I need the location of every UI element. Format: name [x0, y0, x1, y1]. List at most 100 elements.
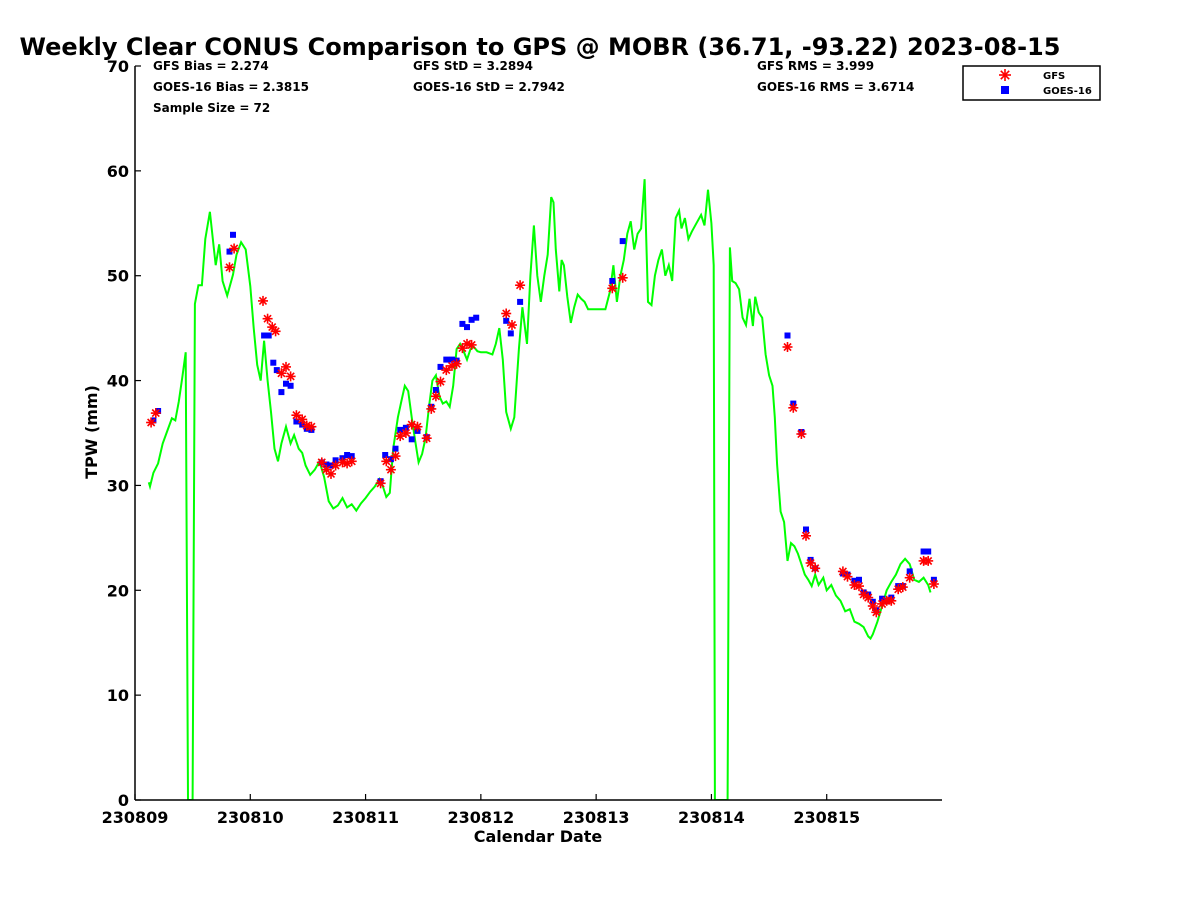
- y-axis-label: TPW (mm): [82, 385, 101, 479]
- legend-gfs-asterisk: [999, 69, 1011, 81]
- gfs-point: [801, 530, 811, 541]
- stat-gfs-std: GFS StD = 3.2894: [413, 59, 533, 73]
- goes-point: [920, 548, 927, 555]
- gfs-point: [923, 555, 934, 566]
- gfs-point: [224, 262, 235, 273]
- goes-point: [464, 324, 470, 331]
- stat-gfs-rms: GFS RMS = 3.999: [757, 59, 874, 73]
- legend-gfs-marker: [999, 69, 1011, 81]
- goes-point: [392, 445, 399, 452]
- stat-sample-size: Sample Size = 72: [153, 101, 270, 115]
- goes-point: [856, 576, 862, 583]
- gfs-point: [346, 456, 357, 467]
- stats-block: GFS Bias = 2.274 GOES-16 Bias = 2.3815 S…: [153, 59, 914, 115]
- gfs-point: [262, 313, 273, 324]
- legend-goes-label: GOES-16: [1043, 86, 1092, 97]
- gfs-point: [928, 579, 939, 589]
- gfs-point: [451, 358, 462, 369]
- gfs-point: [886, 595, 897, 606]
- gfs-point: [150, 408, 161, 419]
- goes-point: [332, 457, 339, 464]
- goes-point: [503, 317, 510, 324]
- gfs-point: [904, 572, 915, 583]
- gfs-point: [146, 417, 157, 428]
- gfs-point: [412, 421, 423, 432]
- gfs-point: [276, 368, 287, 379]
- gfs-point: [507, 320, 517, 330]
- goes-point: [273, 367, 280, 374]
- gfs-point: [385, 464, 396, 475]
- gfs-point: [788, 402, 799, 413]
- goes-point: [437, 363, 444, 370]
- goes-point: [906, 568, 913, 575]
- goes-point: [270, 359, 277, 366]
- goes-point: [925, 548, 932, 555]
- gfs-point: [617, 272, 628, 283]
- gfs-point: [297, 414, 308, 425]
- x-tick-label: 230813: [563, 808, 630, 827]
- goes-point: [473, 314, 480, 321]
- goes-point: [784, 332, 791, 339]
- gfs-point: [281, 361, 291, 372]
- legend-box: [962, 65, 1101, 101]
- gfs-point: [270, 326, 281, 337]
- goes-point: [226, 248, 233, 255]
- gfs-point: [400, 428, 411, 438]
- x-tick-label: 230811: [332, 808, 399, 827]
- goes-point: [397, 426, 404, 433]
- chart-title: Weekly Clear CONUS Comparison to GPS @ M…: [20, 33, 1061, 61]
- goes-point: [468, 316, 475, 323]
- gfs-point: [306, 421, 317, 432]
- gfs-point: [607, 283, 618, 294]
- goes-point: [348, 453, 355, 460]
- stat-goes-bias: GOES-16 Bias = 2.3815: [153, 80, 309, 94]
- goes-point: [459, 320, 466, 327]
- legend-goes-marker: [1001, 86, 1009, 94]
- y-tick-label: 70: [107, 57, 129, 76]
- y-tick-label: 20: [107, 581, 129, 600]
- y-tick-label: 0: [118, 791, 129, 810]
- gfs-point: [326, 468, 336, 479]
- gfs-point: [854, 581, 864, 592]
- goes-point: [382, 452, 389, 458]
- y-tick-label: 60: [107, 162, 129, 181]
- x-tick-label: 230812: [447, 808, 514, 827]
- goes-point: [323, 461, 330, 468]
- y-tick-label: 40: [107, 372, 129, 391]
- plot-area: 0 10 20 30 40 50 60 70 230809 230810 230811 230812 2…: [102, 57, 942, 827]
- gfs-point: [291, 410, 302, 421]
- stat-gfs-bias: GFS Bias = 2.274: [153, 59, 269, 73]
- goes-point: [293, 418, 300, 425]
- gfs-point: [229, 243, 240, 254]
- goes-point: [443, 356, 450, 363]
- goes-point: [408, 436, 415, 443]
- x-tick-label: 230814: [678, 808, 745, 827]
- gfs-point: [430, 391, 441, 402]
- gfs-point: [466, 339, 477, 350]
- gfs-point: [421, 433, 432, 444]
- gfs-point: [435, 376, 446, 387]
- goes-point: [432, 387, 439, 393]
- goes-point: [344, 452, 351, 458]
- goes-point: [619, 238, 626, 245]
- stat-goes-std: GOES-16 StD = 2.7942: [413, 80, 565, 94]
- goes-point: [449, 356, 455, 363]
- x-tick-label: 230810: [217, 808, 284, 827]
- goes-point: [299, 421, 306, 428]
- gfs-point: [897, 582, 908, 593]
- goes-point: [517, 298, 524, 305]
- gfs-point: [858, 589, 869, 600]
- gfs-point: [501, 308, 512, 319]
- goes-point: [283, 380, 289, 387]
- legend: GFS GOES-16: [962, 65, 1101, 101]
- gfs-point: [390, 451, 401, 462]
- goes-point: [803, 526, 809, 533]
- gfs-point: [842, 571, 853, 582]
- gfs-point: [426, 403, 437, 414]
- gfs-point: [796, 429, 807, 439]
- y-tick-label: 10: [107, 686, 129, 705]
- gfs-point: [871, 607, 882, 618]
- gps-series-line: [147, 179, 932, 800]
- y-tick-label: 50: [107, 267, 129, 286]
